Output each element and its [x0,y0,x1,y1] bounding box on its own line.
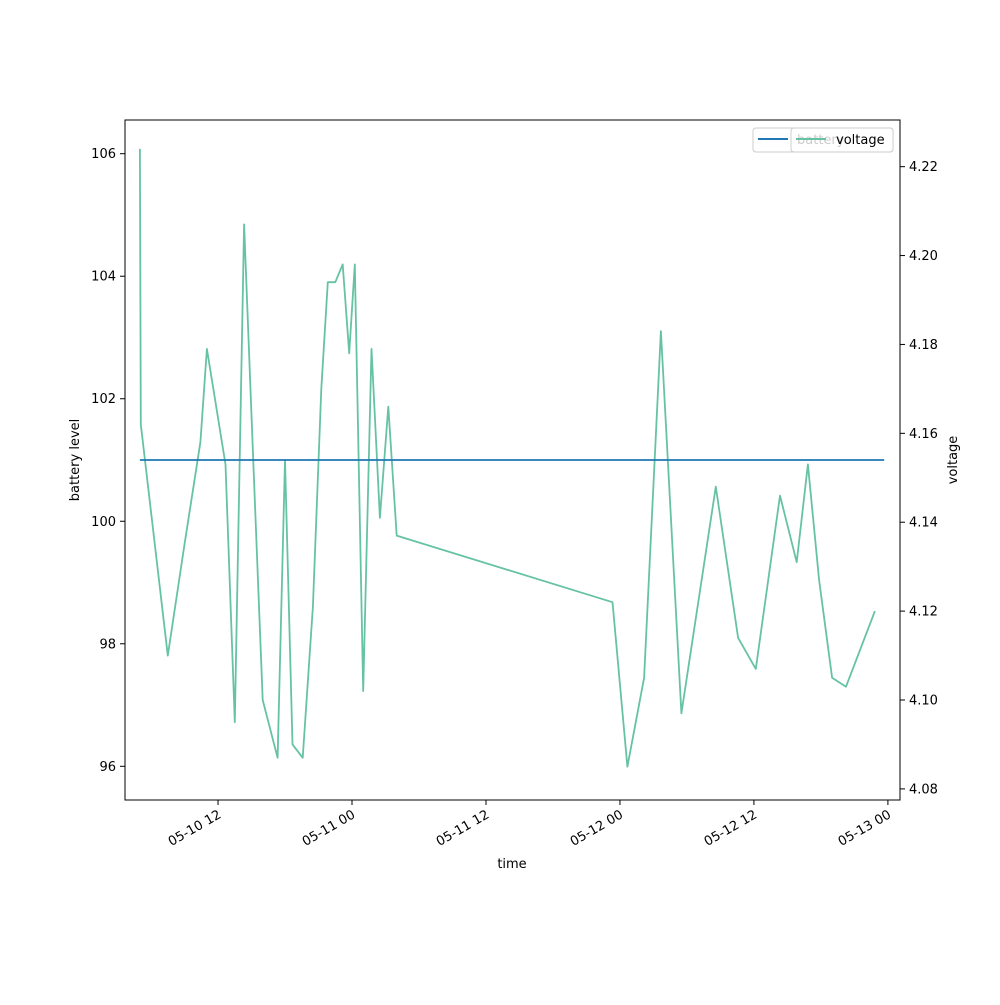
y-left-tick-label-0: 96 [99,760,116,775]
x-tick-label-1: 05-11 00 [300,807,358,849]
x-axis-label: time [497,857,526,872]
y-left-tick-label-2: 100 [91,515,116,530]
y-right-tick-label-6: 4.20 [909,249,938,264]
legend-voltage-label: voltage [836,133,885,148]
x-tick-label-3: 05-12 00 [568,807,626,849]
y-left-tick-label-4: 104 [91,270,116,285]
y-left-tick-label-3: 102 [91,392,116,407]
plot-frame [124,119,901,801]
y-right-tick-label-2: 4.12 [909,605,938,620]
y-axis-right: 4.08 4.10 4.12 4.14 4.16 4.18 4.20 4.22 [900,160,938,797]
series-line-voltage [138,148,876,768]
legend-voltage: voltage [790,127,894,153]
y-axis-left: 96 98 100 102 104 106 [91,147,125,775]
y-right-tick-label-4: 4.16 [909,427,938,442]
y-left-tick-label-5: 106 [91,147,116,162]
x-tick-label-2: 05-11 12 [434,807,492,849]
y-left-tick-label-1: 98 [99,637,116,652]
series-layer [138,148,885,768]
y-right-tick-label-7: 4.22 [909,160,938,175]
y-right-tick-label-0: 4.08 [909,782,938,797]
legend-voltage-frame [790,127,894,153]
y-right-tick-label-5: 4.18 [909,338,938,353]
x-tick-label-5: 05-13 00 [836,807,894,849]
y-right-tick-label-3: 4.14 [909,516,938,531]
y-right-tick-label-1: 4.10 [909,694,938,709]
y-axis-left-label: battery level [68,419,83,502]
x-tick-label-4: 05-12 12 [702,807,760,849]
x-axis: 05-10 12 05-11 00 05-11 12 05-12 00 05-12 12… [166,800,894,850]
y-axis-right-label: voltage [946,436,961,485]
x-tick-label-0: 05-10 12 [166,807,224,849]
